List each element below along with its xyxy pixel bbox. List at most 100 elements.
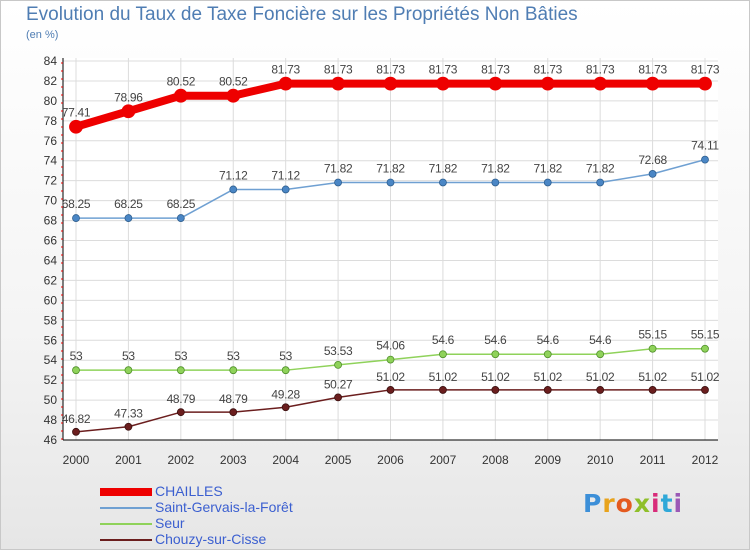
x-tick-label: 2012 (692, 453, 719, 467)
data-point (281, 403, 290, 412)
x-tick-label: 2001 (115, 453, 142, 467)
data-label: 72.68 (638, 153, 667, 167)
legend-swatch-seur (100, 523, 152, 525)
y-tick-label: 46 (44, 433, 58, 447)
data-point (543, 350, 552, 359)
y-tick-label: 66 (44, 234, 58, 248)
legend-label: Chouzy-sur-Cisse (155, 531, 267, 547)
x-tick-label: 2007 (430, 453, 457, 467)
data-point (124, 422, 133, 431)
legend-label: CHAILLES (155, 483, 223, 499)
data-label: 71.12 (219, 168, 248, 182)
y-tick-label: 84 (44, 54, 58, 68)
data-label: 81.73 (533, 63, 562, 77)
data-label: 53 (70, 349, 83, 363)
data-label: 74.11 (691, 139, 719, 153)
x-tick-label: 2011 (640, 453, 666, 467)
data-label: 68.25 (114, 197, 143, 211)
data-point (229, 408, 238, 417)
data-label: 50.27 (324, 377, 353, 391)
data-label: 71.82 (481, 161, 510, 175)
data-point (176, 366, 185, 375)
x-tick-label: 2008 (482, 453, 509, 467)
y-tick-label: 80 (44, 94, 58, 108)
data-label: 51.02 (481, 370, 510, 384)
data-label: 51.02 (376, 370, 405, 384)
data-label: 51.02 (533, 370, 562, 384)
data-point (72, 366, 80, 375)
data-point (439, 350, 447, 359)
data-point (596, 386, 605, 394)
data-label: 71.82 (429, 161, 458, 175)
data-point (491, 386, 500, 394)
data-label: 54.6 (484, 333, 507, 347)
data-point (543, 386, 552, 394)
data-label: 46.82 (62, 412, 91, 426)
logo-letter: P (583, 489, 603, 518)
data-point (698, 76, 712, 91)
data-label: 71.82 (533, 161, 562, 175)
y-tick-label: 64 (44, 253, 58, 267)
data-label: 81.73 (638, 63, 667, 77)
logo-letter: i (673, 489, 684, 518)
x-tick-label: 2002 (167, 453, 194, 467)
data-label: 55.15 (691, 328, 720, 342)
data-label: 71.82 (324, 161, 353, 175)
data-label: 71.82 (586, 161, 615, 175)
data-point (281, 185, 290, 194)
data-label: 81.73 (429, 63, 458, 77)
y-tick-label: 78 (44, 114, 58, 128)
data-point (334, 178, 342, 187)
data-label: 55.15 (638, 328, 667, 342)
data-label: 54.6 (537, 333, 560, 347)
logo-letter: o (615, 489, 634, 518)
y-tick-label: 60 (44, 293, 58, 307)
data-label: 68.25 (62, 197, 91, 211)
data-point (701, 155, 709, 164)
data-label: 53.53 (324, 344, 353, 358)
data-point (543, 178, 552, 187)
data-label: 78.96 (114, 90, 143, 104)
data-point (176, 214, 185, 222)
y-tick-label: 62 (44, 273, 58, 287)
x-tick-label: 2006 (377, 453, 404, 467)
legend-swatch-chouzy (100, 539, 152, 541)
logo-letter: t (660, 489, 674, 518)
y-tick-label: 82 (44, 74, 58, 88)
x-tick-label: 2004 (272, 453, 299, 467)
data-label: 80.52 (167, 75, 196, 89)
data-point (278, 76, 293, 91)
data-point (701, 344, 709, 353)
data-label: 77.41 (62, 106, 91, 120)
x-tick-label: 2000 (63, 453, 90, 467)
data-label: 51.02 (638, 370, 667, 384)
data-label: 81.73 (586, 63, 615, 77)
logo-letter: r (602, 489, 616, 518)
data-label: 81.73 (271, 63, 300, 77)
data-point (701, 386, 709, 394)
y-tick-label: 50 (44, 393, 58, 407)
data-label: 81.73 (481, 63, 510, 77)
data-point (229, 185, 238, 194)
data-point (383, 76, 398, 91)
data-label: 53 (174, 349, 187, 363)
y-tick-label: 52 (44, 373, 58, 387)
data-label: 71.82 (376, 161, 405, 175)
data-point (124, 366, 133, 375)
data-label: 68.25 (167, 197, 196, 211)
data-point (229, 366, 238, 375)
data-label: 53 (227, 349, 240, 363)
data-point (593, 76, 608, 91)
data-label: 51.02 (429, 370, 458, 384)
data-point (124, 214, 133, 222)
data-label: 80.52 (219, 75, 248, 89)
data-point (386, 355, 395, 364)
y-tick-label: 48 (44, 413, 58, 427)
data-label: 49.28 (271, 387, 300, 401)
legend-label: Seur (155, 515, 185, 531)
data-point (436, 76, 450, 91)
y-axis-unit-label: (en %) (26, 29, 59, 41)
data-point (491, 178, 500, 187)
data-point (173, 88, 188, 103)
x-tick-label: 2009 (534, 453, 561, 467)
